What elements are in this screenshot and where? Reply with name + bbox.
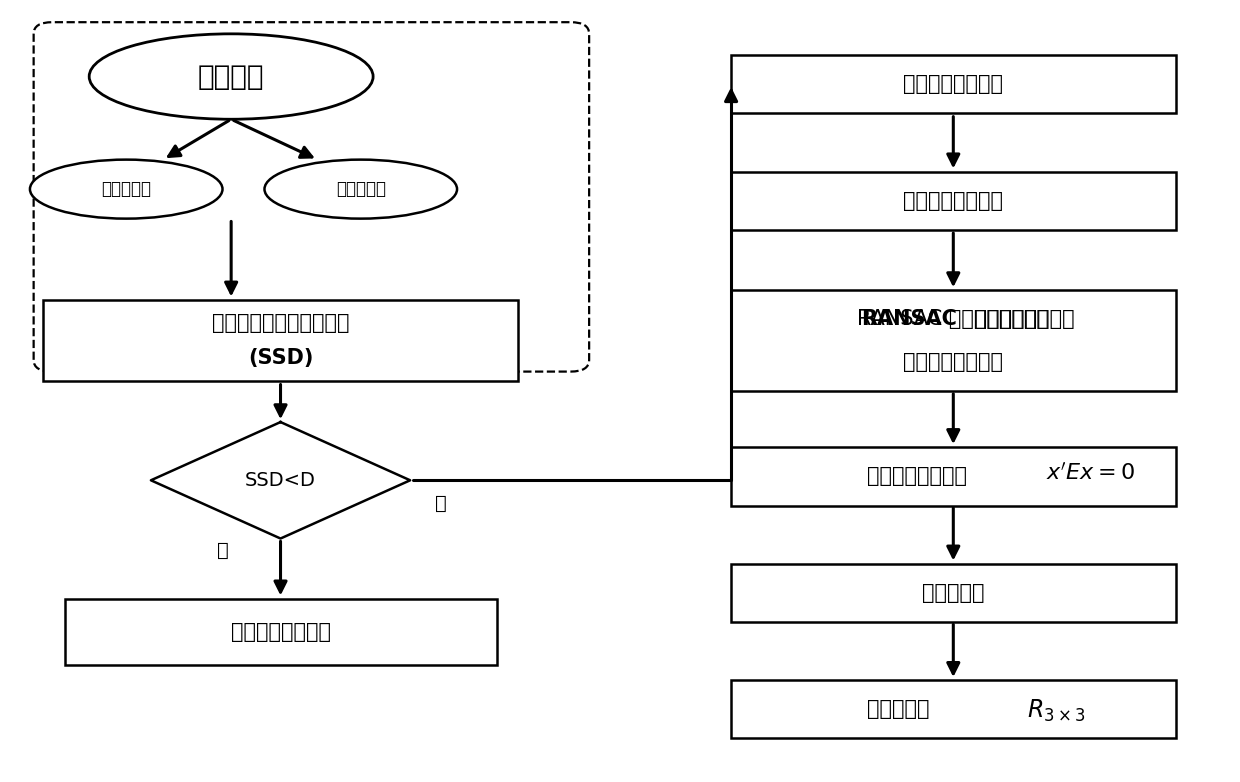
FancyBboxPatch shape [732,680,1176,738]
Text: 当前帧图像: 当前帧图像 [102,180,151,198]
Ellipse shape [264,160,458,219]
Text: 下一帧图像: 下一帧图像 [336,180,386,198]
Text: $x'Ex = 0$: $x'Ex = 0$ [1045,463,1135,484]
Text: $R_{3\times3}$: $R_{3\times3}$ [1028,698,1086,724]
Text: 载体处于运动状态: 载体处于运动状态 [903,74,1003,95]
FancyBboxPatch shape [732,172,1176,230]
Ellipse shape [89,34,373,119]
Ellipse shape [30,160,222,219]
Text: 误匹配点移除，生: 误匹配点移除，生 [968,309,1075,328]
FancyBboxPatch shape [732,290,1176,391]
FancyBboxPatch shape [33,22,589,371]
Text: 否: 否 [435,494,446,513]
Text: 是: 是 [217,540,228,560]
Text: 旋转矩阵：: 旋转矩阵： [867,699,930,719]
Text: RANSAC: RANSAC [861,309,956,328]
Text: (SSD): (SSD) [248,348,314,368]
FancyBboxPatch shape [732,564,1176,622]
Text: 求取相邻帧间偏差和平方: 求取相邻帧间偏差和平方 [212,314,350,333]
FancyBboxPatch shape [64,599,496,665]
Text: 特征点检测与匹配: 特征点检测与匹配 [903,191,1003,211]
Text: 外级线约束方程：: 外级线约束方程： [867,466,967,486]
FancyBboxPatch shape [732,56,1176,113]
Text: RANSAC 误匹配点移除，生: RANSAC 误匹配点移除，生 [857,309,1049,328]
Text: 奇异值分解: 奇异值分解 [923,583,985,603]
FancyBboxPatch shape [43,300,518,382]
Text: 成正确的内点集合: 成正确的内点集合 [903,352,1003,372]
Text: 单目相机: 单目相机 [198,63,264,91]
FancyBboxPatch shape [732,447,1176,505]
Text: SSD<D: SSD<D [246,471,316,490]
Text: 载体处于静止状态: 载体处于静止状态 [231,622,331,642]
